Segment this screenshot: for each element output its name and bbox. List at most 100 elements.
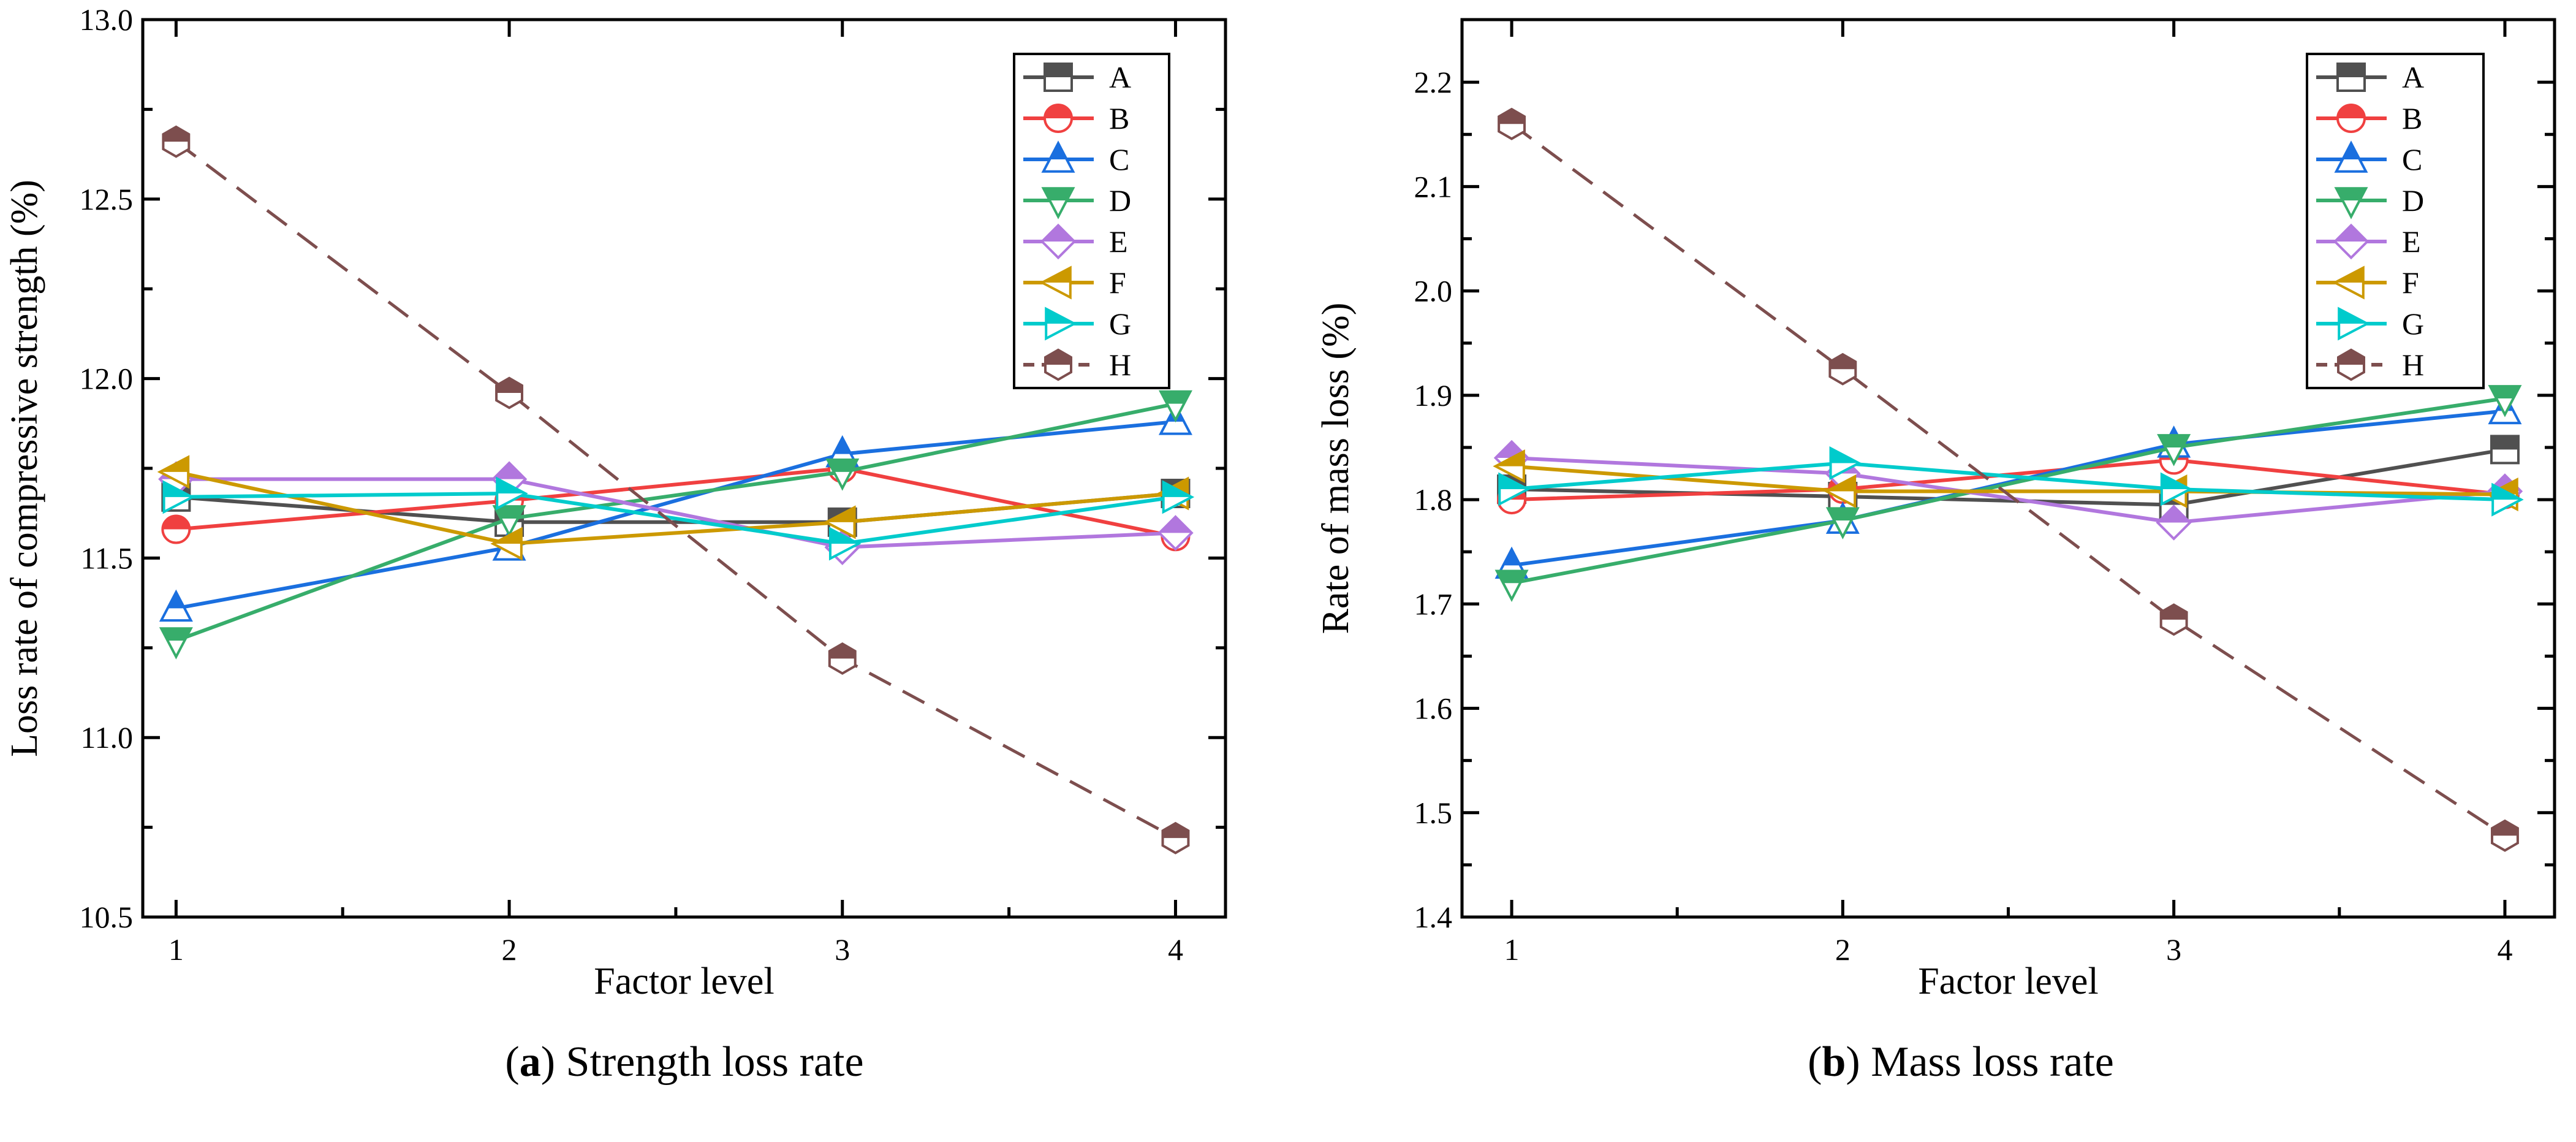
data-point-F-fill <box>2488 479 2517 495</box>
x-tick-label: 3 <box>835 932 850 967</box>
legend-label-E: E <box>2402 224 2421 259</box>
subfigure-caption: (a) Strength loss rate <box>505 1038 863 1086</box>
legend-marker-H-fill <box>1045 349 1071 365</box>
legend-label-D: D <box>2402 183 2424 218</box>
y-axis-label: Rate of mass loss (%) <box>1315 303 1357 634</box>
x-tick-label: 1 <box>169 932 184 967</box>
x-tick-label: 2 <box>502 932 517 967</box>
x-tick-label: 3 <box>2166 932 2181 967</box>
legend-marker-H-fill <box>2338 349 2364 365</box>
data-point-C-fill <box>833 438 851 454</box>
data-point-F-fill <box>159 457 189 472</box>
legend-marker-F-fill <box>1042 267 1070 283</box>
y-tick-label: 1.9 <box>1414 378 1453 413</box>
data-point-D-fill <box>1496 571 1527 584</box>
legend-marker-C-fill <box>1050 143 1067 159</box>
data-point-H-fill <box>163 126 189 142</box>
caption-text: ) Mass loss rate <box>1846 1038 2113 1086</box>
legend-label-D: D <box>1109 183 1131 218</box>
legend-marker-D-fill <box>2336 188 2366 200</box>
y-tick-label: 1.6 <box>1414 691 1453 726</box>
y-tick-label: 12.0 <box>80 362 134 396</box>
y-tick-label: 1.4 <box>1414 900 1453 934</box>
series-line-H <box>175 140 1176 840</box>
legend-marker-A-fill <box>1045 64 1072 77</box>
legend-label-G: G <box>1109 306 1131 341</box>
legend-marker-D-fill <box>1043 188 1074 200</box>
legend-label-A: A <box>1109 60 1131 94</box>
chart-b: 1 2 3 4 1.4 1.5 1.6 1.7 1.8 1.9 2.0 2.1 2.2 Factor le… <box>1315 18 2556 1086</box>
legend-marker-F-fill <box>2335 267 2363 283</box>
legend-label-G: G <box>2402 306 2424 341</box>
series-H <box>1498 107 2519 852</box>
data-point-E-fill <box>493 463 526 479</box>
data-point-A-fill <box>2491 436 2518 450</box>
legend-marker-G-fill <box>2339 308 2368 324</box>
data-point-D-fill <box>827 460 857 472</box>
caption-letter: b <box>1822 1038 1846 1086</box>
data-point-E-fill <box>2157 506 2191 523</box>
data-point-F-fill <box>493 528 521 544</box>
legend-box <box>2306 53 2485 389</box>
data-point-D-fill <box>2490 386 2520 398</box>
data-point-D-fill <box>161 628 191 641</box>
data-point-B-fill <box>162 516 190 530</box>
data-point-E-fill <box>1159 517 1192 533</box>
y-tick-label: 1.7 <box>1414 587 1453 621</box>
series-line-E <box>1511 456 2506 525</box>
series-E <box>158 461 1194 566</box>
legend-label-A: A <box>2402 60 2424 94</box>
data-point-F-fill <box>1826 476 1855 492</box>
data-point-G-fill <box>497 478 526 493</box>
legend-marker-G-fill <box>1046 308 1075 324</box>
series-D <box>159 390 1192 660</box>
series-line-F <box>175 470 1176 546</box>
series-line-H <box>1510 123 2506 837</box>
series-line-B <box>176 466 1176 539</box>
series-line-E <box>176 477 1176 549</box>
legend-marker-E-fill <box>2335 225 2368 242</box>
legend-marker-E-fill <box>1042 225 1075 242</box>
x-axis-label: Factor level <box>1918 961 2098 1002</box>
data-point-G-fill <box>2493 484 2521 500</box>
legend-marker-A-fill <box>2338 64 2365 77</box>
y-tick-label: 1.5 <box>1414 796 1453 830</box>
series-line-C <box>1511 409 2506 568</box>
y-tick-label: 2.2 <box>1414 65 1453 99</box>
data-point-G-fill <box>830 528 859 544</box>
data-point-H-fill <box>1830 354 1856 370</box>
data-point-H-fill <box>496 378 522 394</box>
legend-label-C: C <box>2402 142 2422 177</box>
series-D <box>1494 385 2522 602</box>
series-line-G <box>1511 461 2506 502</box>
data-point-D-fill <box>1161 391 1191 404</box>
data-point-D-fill <box>494 506 525 519</box>
x-tick-label: 4 <box>1168 932 1183 967</box>
legend-marker-C-fill <box>2343 143 2360 159</box>
legend-label-B: B <box>2402 101 2422 135</box>
caption-paren-open: ( <box>1808 1038 1822 1086</box>
y-tick-label: 13.0 <box>80 2 134 37</box>
data-point-D-fill <box>2159 435 2189 447</box>
y-tick-label: 1.8 <box>1414 482 1453 517</box>
legend-label-C: C <box>1109 142 1129 177</box>
data-point-C-fill <box>167 592 185 609</box>
data-point-G-fill <box>1830 448 1859 463</box>
legend-label-B: B <box>1109 101 1129 135</box>
caption-text: ) Strength loss rate <box>541 1038 864 1086</box>
x-tick-label: 2 <box>1835 932 1851 967</box>
data-point-H-fill <box>2161 604 2187 620</box>
x-tick-label: 1 <box>1504 932 1520 967</box>
data-point-C-fill <box>1503 549 1520 566</box>
x-tick-label: 4 <box>2497 932 2512 967</box>
data-point-H-fill <box>1162 823 1189 839</box>
caption-letter: a <box>520 1038 541 1086</box>
data-point-G-fill <box>1163 482 1192 497</box>
data-point-F-fill <box>1495 451 1524 466</box>
data-point-H-fill <box>1499 109 1525 124</box>
y-axis-label: Loss rate of compressive strength (%) <box>4 180 45 757</box>
data-point-D-fill <box>1828 508 1858 521</box>
